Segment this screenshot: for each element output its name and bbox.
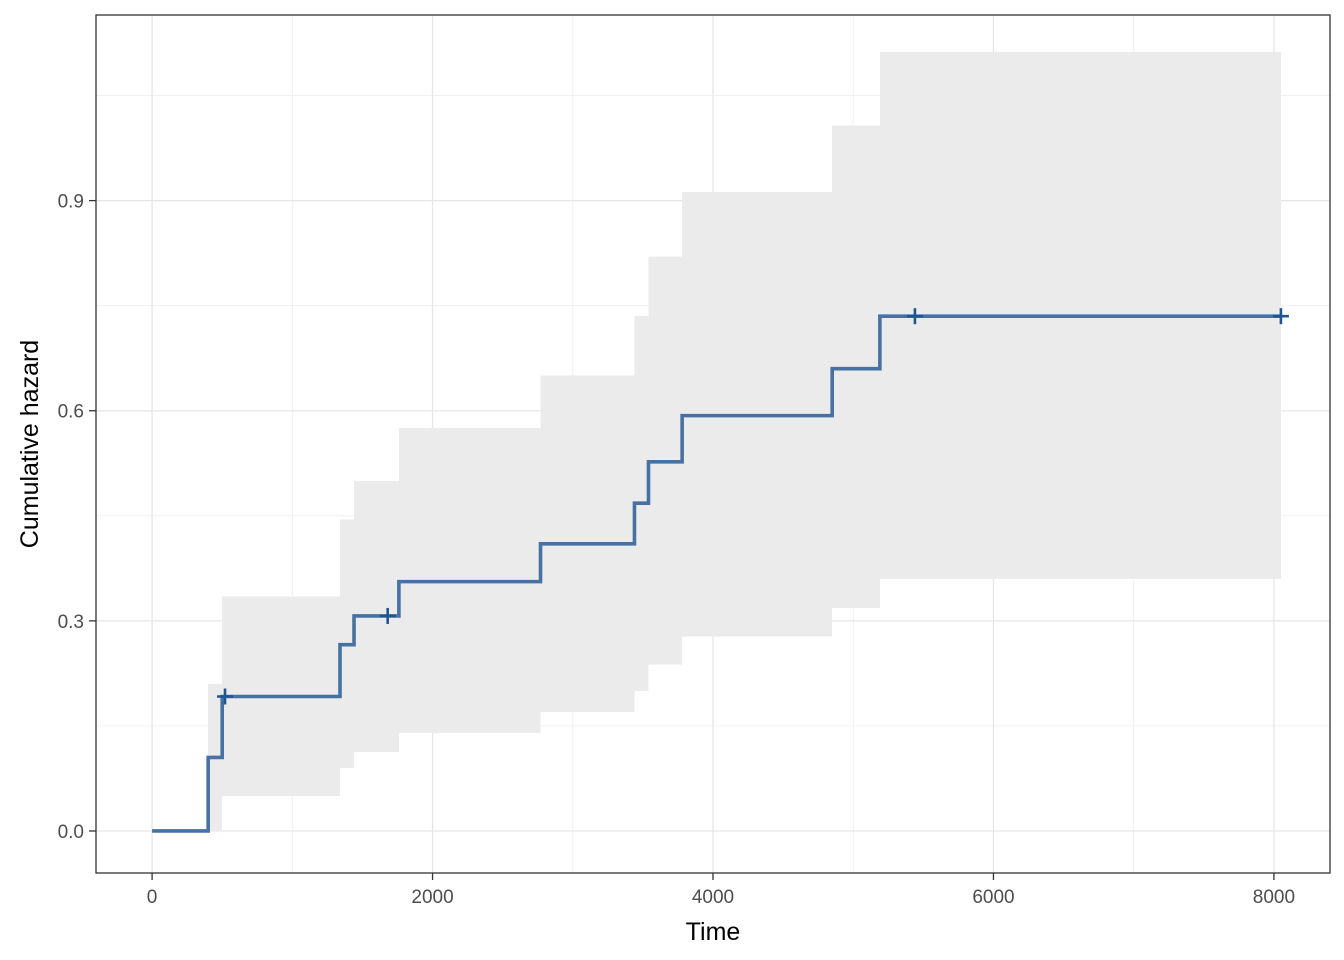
censor-marks — [217, 308, 1289, 705]
censor-mark — [217, 688, 234, 705]
y-axis: 0.0 0.3 0.6 0.9 — [58, 192, 96, 843]
cumulative-hazard-step-line — [152, 314, 1281, 833]
y-axis-title: Cumulative hazard — [16, 340, 44, 548]
censor-mark — [1272, 308, 1289, 325]
y-tick-label: 0.9 — [58, 192, 84, 213]
x-axis: 0 2000 4000 6000 8000 — [147, 873, 1295, 908]
x-tick-label: 0 — [147, 887, 158, 908]
censor-mark — [906, 308, 923, 325]
x-tick-label: 8000 — [1253, 887, 1295, 908]
censor-mark — [379, 607, 396, 624]
y-tick-label: 0.6 — [58, 402, 84, 423]
x-tick-label: 6000 — [972, 887, 1014, 908]
y-tick-label: 0.3 — [58, 612, 84, 633]
x-tick-label: 2000 — [411, 887, 453, 908]
x-axis-title: Time — [686, 918, 741, 946]
y-tick-label: 0.0 — [58, 822, 84, 843]
x-tick-label: 4000 — [692, 887, 734, 908]
